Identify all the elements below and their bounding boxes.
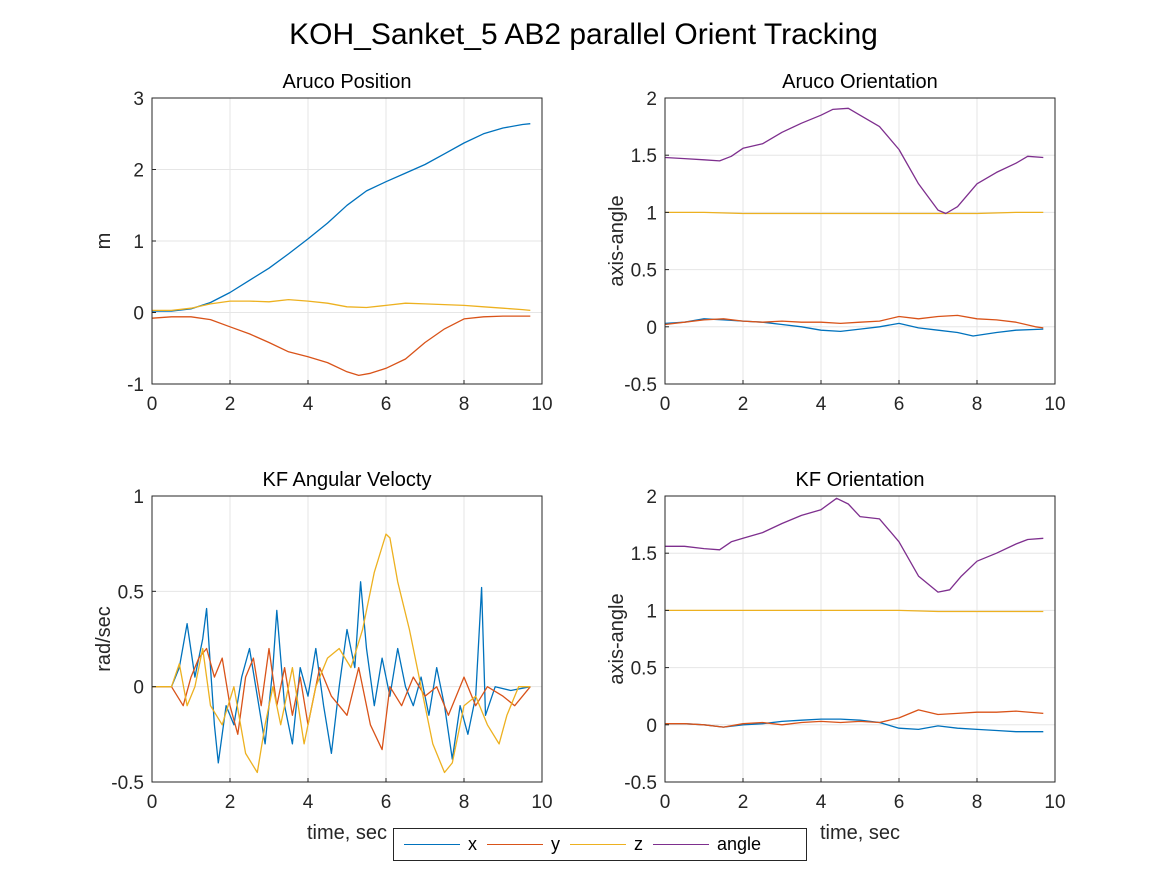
series-line-z [665,609,1044,613]
legend-swatch-x [404,844,460,845]
plot-area [665,98,1055,384]
x-tick-label: 4 [816,792,827,813]
y-tick-label: 0 [646,318,657,339]
y-tick-label: -0.5 [624,375,657,396]
x-tick-label: 10 [1044,792,1065,813]
x-tick-label: 8 [972,792,983,813]
x-axis-label: time, sec [307,822,387,844]
series-line-z [152,533,531,774]
panel-title: Aruco Orientation [782,71,938,93]
x-tick-label: 4 [303,394,314,415]
y-axis-label: axis-angle [606,593,628,684]
y-tick-label: 0 [133,304,144,325]
legend-item-z: z [570,834,643,855]
series-line-x [152,581,531,764]
y-tick-label: 2 [133,161,144,182]
plot-area [665,496,1055,782]
x-tick-label: 4 [816,394,827,415]
panel-title: KF Orientation [796,469,925,491]
x-tick-label: 8 [459,394,470,415]
x-tick-label: 8 [459,792,470,813]
x-tick-label: 0 [660,394,671,415]
x-tick-label: 8 [972,394,983,415]
legend-item-y: y [487,834,560,855]
plot-area [152,496,542,782]
series-line-angle [665,497,1044,593]
x-tick-label: 0 [660,792,671,813]
y-tick-label: 0.5 [631,659,657,680]
panel-title: KF Angular Velocty [263,469,432,491]
x-axis-label: time, sec [820,822,900,844]
legend-label-z: z [634,834,643,854]
legend-label-angle: angle [717,834,762,854]
legend-item-angle: angle [653,834,761,855]
y-tick-label: 2 [646,487,657,508]
chart-legend: x y z angle [393,828,807,861]
x-tick-label: 6 [381,792,392,813]
series-line-angle [664,107,1044,215]
legend-swatch-angle [653,844,709,845]
x-tick-label: 0 [147,394,158,415]
y-tick-label: 0 [646,716,657,737]
y-tick-label: -0.5 [111,773,144,794]
x-tick-label: 10 [1044,394,1065,415]
y-tick-label: 1 [646,203,657,224]
figure-title: KOH_Sanket_5 AB2 parallel Orient Trackin… [289,18,878,51]
y-tick-label: -1 [127,375,144,396]
y-tick-label: 1 [133,487,144,508]
y-tick-label: -0.5 [624,773,657,794]
series-line-x [152,123,531,312]
x-tick-label: 2 [225,792,236,813]
y-tick-label: 1 [133,232,144,253]
y-axis-label: axis-angle [606,195,628,286]
legend-label-x: x [468,834,477,854]
y-tick-label: 0 [133,678,144,699]
y-tick-label: 2 [646,89,657,110]
legend-swatch-y [487,844,543,845]
panel-title: Aruco Position [283,71,412,93]
x-tick-label: 0 [147,792,158,813]
legend-label-y: y [551,834,560,854]
legend-swatch-z [570,844,626,845]
series-line-x [664,318,1044,337]
series-line-z [665,211,1044,215]
y-tick-label: 0.5 [118,582,144,603]
x-tick-label: 2 [738,792,749,813]
y-tick-label: 1 [646,601,657,622]
series-line-z [152,298,531,312]
legend-item-x: x [404,834,477,855]
series-line-y [665,709,1044,728]
x-tick-label: 10 [531,792,552,813]
x-tick-label: 2 [738,394,749,415]
series-line-y [151,315,531,377]
y-axis-label: m [93,233,115,250]
x-tick-label: 6 [894,792,905,813]
axes-box [664,495,1056,783]
x-tick-label: 6 [894,394,905,415]
y-tick-label: 0.5 [631,261,657,282]
x-tick-label: 10 [531,394,552,415]
axes-box [151,495,543,783]
x-tick-label: 2 [225,394,236,415]
axes-box [664,97,1056,385]
series-line-y [664,314,1044,329]
y-axis-label: rad/sec [93,606,115,672]
y-tick-label: 1.5 [631,544,657,565]
x-tick-label: 6 [381,394,392,415]
y-tick-label: 1.5 [631,146,657,167]
y-tick-label: 3 [133,89,144,110]
x-tick-label: 4 [303,792,314,813]
